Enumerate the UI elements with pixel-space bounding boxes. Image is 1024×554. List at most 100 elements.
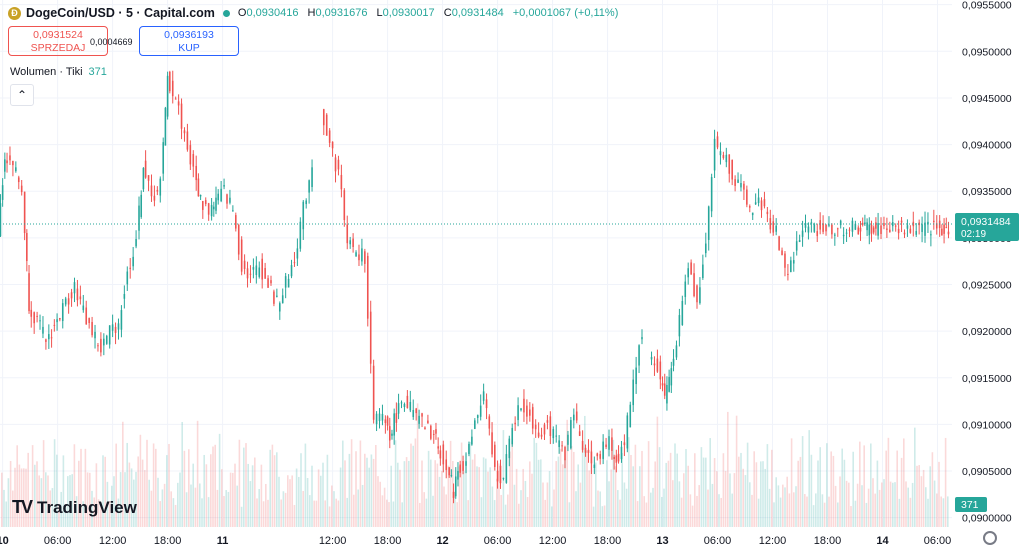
candle-body (215, 197, 217, 211)
volume-bar (240, 506, 243, 527)
x-tick-label: 14 (876, 535, 889, 547)
candle-body (517, 405, 519, 421)
candle-body (523, 398, 525, 413)
candle-body (147, 175, 150, 181)
x-tick-label: 12:00 (319, 535, 347, 547)
volume-bar (667, 460, 670, 527)
candle-body (704, 243, 707, 254)
candle-body (632, 379, 635, 406)
candle-body (105, 335, 108, 344)
candle-body (725, 154, 728, 163)
candle-body (537, 432, 540, 437)
chevron-up-icon[interactable]: ⌃ (10, 84, 34, 106)
candle-body (713, 138, 716, 171)
volume-bar (295, 468, 298, 527)
volume-bar (830, 451, 832, 527)
volume-bar (878, 489, 881, 527)
close-label: C (443, 7, 452, 19)
candle-body (91, 322, 93, 336)
volume-bar (559, 448, 562, 527)
volume-legend[interactable]: Wolumen · Tiki 371 (10, 66, 107, 78)
candle-body (171, 80, 174, 97)
volume-bar (18, 464, 21, 527)
candle-body (608, 436, 610, 450)
candle-body (668, 376, 670, 392)
candle-body (308, 180, 310, 193)
symbol-title[interactable]: DogeCoin/USD · 5 · Capital.com (26, 6, 215, 20)
volume-bar (636, 501, 639, 527)
volume-bar (810, 454, 813, 527)
volume-bar (36, 461, 38, 527)
volume-bar (194, 487, 197, 527)
candle-body (226, 194, 228, 204)
candle-body (626, 415, 629, 449)
volume-bar (372, 458, 375, 527)
volume-bar (804, 494, 806, 527)
volume-bar (60, 491, 62, 527)
volume-bar (108, 501, 111, 527)
volume-bar (238, 439, 241, 527)
volume-bar (555, 461, 557, 527)
y-tick-label: 0,0915000 (962, 373, 1012, 385)
change-value: +0,0001067 (+0,11%) (512, 7, 619, 19)
gear-icon[interactable] (983, 531, 997, 545)
volume-bar (768, 488, 771, 527)
candle-body (653, 363, 656, 366)
volume-bar (540, 459, 542, 527)
volume-bar (509, 451, 511, 527)
volume-bar (691, 505, 694, 527)
volume-bar (128, 462, 131, 527)
candle-body (687, 268, 689, 278)
candle-body (290, 265, 293, 277)
volume-bar (388, 502, 390, 527)
volume-bar (920, 476, 923, 527)
buy-button[interactable]: 0,0936193 KUP (139, 26, 239, 56)
candle-body (388, 426, 391, 441)
sell-button[interactable]: 0,0931524 SPRZEDAJ (8, 26, 108, 56)
volume-bar (575, 491, 577, 527)
volume-bar (650, 492, 652, 527)
volume-bar (557, 456, 560, 527)
volume-bar (201, 498, 203, 527)
volume-bar (324, 500, 326, 527)
candle-body (889, 229, 891, 233)
volume-bar (342, 440, 344, 527)
candle-body (454, 476, 457, 497)
volume-bar (707, 489, 709, 527)
volume-bar (735, 415, 738, 527)
volume-bar (196, 420, 199, 527)
buy-price: 0,0936193 (164, 29, 214, 41)
candle-body (48, 334, 50, 340)
volume-bar (192, 463, 194, 527)
volume-bar (782, 484, 784, 527)
candle-body (915, 231, 918, 235)
volume-bar (441, 470, 443, 527)
candle-body (587, 449, 590, 453)
candle-body (287, 278, 290, 288)
volume-bar (328, 506, 331, 527)
tradingview-logo[interactable]: TV TradingView (12, 497, 137, 518)
candle-body (465, 461, 467, 466)
candle-body (505, 454, 508, 483)
candle-body (30, 309, 33, 317)
volume-bar (119, 472, 122, 527)
candle-body (246, 268, 249, 279)
volume-bar (621, 453, 623, 527)
candle-body (33, 312, 35, 324)
volume-bar (7, 478, 10, 527)
volume-bar (361, 484, 364, 527)
candle-body (381, 413, 384, 421)
candle-body (328, 130, 331, 143)
volume-bar (381, 495, 384, 527)
volume-value: 371 (88, 66, 107, 78)
volume-bar (412, 445, 414, 527)
candle-body (42, 326, 44, 334)
candle-body (540, 434, 543, 437)
candle-body (406, 395, 409, 409)
candle-body (166, 75, 169, 117)
volume-bar (914, 427, 916, 527)
candle-body (875, 222, 877, 229)
volume-bar (5, 501, 7, 527)
volume-bar (889, 481, 892, 527)
